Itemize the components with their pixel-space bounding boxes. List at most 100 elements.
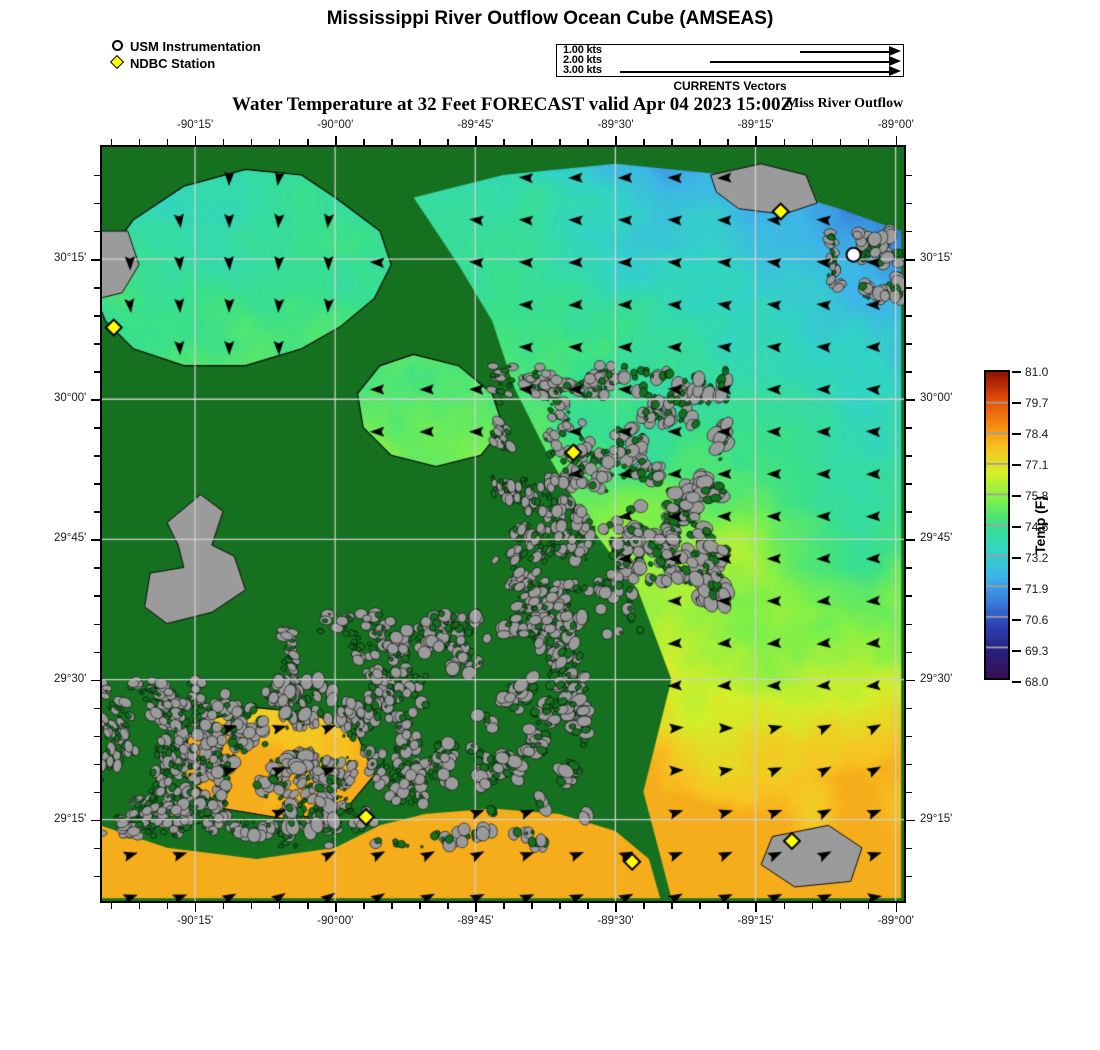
axis-tick-lon (727, 139, 729, 145)
axis-label-lat: 29°15' (920, 812, 953, 825)
axis-label-lat: 29°45' (920, 532, 953, 545)
axis-label-lat: 30°00' (54, 392, 87, 405)
axis-tick-lat (906, 315, 912, 317)
axis-tick-lon (615, 903, 617, 912)
axis-tick-lat (906, 483, 912, 485)
axis-label-lon: -90°15' (177, 119, 214, 131)
legend-item-ndbc: NDBC Station (109, 54, 261, 72)
colorbar-tick-label: 77.1 (1025, 458, 1049, 472)
colorbar-tick-label: 73.2 (1025, 551, 1049, 565)
colorbar-tick (1012, 371, 1021, 373)
axis-tick-lat (906, 763, 912, 766)
axis-tick-lat (94, 651, 100, 653)
currents-legend-row: 1.00 kts (560, 45, 903, 56)
colorbar-tick-label: 81.0 (1025, 365, 1049, 379)
arrow-head-icon (889, 66, 901, 76)
axis-tick-lat (91, 259, 100, 261)
axis-label-lat: 30°00' (920, 392, 953, 405)
axis-label-lon: -89°15' (737, 915, 774, 927)
axis-tick-lat (91, 679, 100, 681)
axis-label-lat: 30°15' (920, 252, 953, 265)
colorbar-tick-label: 69.3 (1025, 644, 1049, 658)
axis-tick-lat (94, 707, 100, 709)
axis-label-lon: -90°00' (317, 119, 354, 131)
map-canvas[interactable] (102, 147, 904, 901)
axis-tick-lat (906, 511, 912, 513)
colorbar-tick-label: 71.9 (1025, 582, 1049, 596)
axis-tick-lat (94, 847, 100, 850)
axis-tick-lat (906, 735, 912, 737)
axis-tick-lat (94, 231, 100, 233)
axis-tick-lon (391, 139, 393, 145)
colorbar-tick-label: 74.5 (1025, 520, 1049, 534)
axis-tick-lat (906, 595, 912, 597)
axis-tick-lat (94, 371, 100, 373)
axis-tick-lon (251, 903, 253, 909)
axis-tick-lat (906, 175, 912, 177)
axis-tick-lon (727, 903, 729, 909)
axis-tick-lon (167, 139, 169, 145)
axis-tick-lat (94, 427, 100, 429)
axis-tick-lon (671, 139, 673, 145)
colorbar-tick-label: 68.0 (1025, 675, 1049, 689)
axis-tick-lon (503, 139, 505, 145)
axis-tick-lon (503, 903, 505, 909)
colorbar: 81.0 79.7 78.4 77.1 75.8 74.5 73.2 71.9 70.6 69.3… (984, 365, 1048, 689)
marker-legend: USM Instrumentation NDBC Station (109, 38, 261, 72)
axis-tick-lat (906, 399, 915, 401)
axis-tick-lon (531, 903, 533, 909)
axis-tick-lon (223, 903, 225, 909)
colorbar-tick (1012, 557, 1021, 559)
axis-tick-lon (167, 903, 169, 909)
axis-tick-lat (94, 315, 100, 317)
colorbar-tick-label: 70.6 (1025, 613, 1049, 627)
colorbar-tick-label: 78.4 (1025, 427, 1049, 441)
axis-tick-lat (91, 539, 100, 541)
axis-tick-lon (587, 139, 589, 145)
legend-item-usm: USM Instrumentation (110, 38, 261, 55)
axis-tick-lat (94, 287, 100, 289)
axis-tick-lon (839, 139, 841, 145)
axis-tick-lon (223, 139, 225, 145)
colorbar-tick (1012, 681, 1021, 683)
axis-tick-lon (559, 903, 561, 909)
forecast-subtitle: Water Temperature at 32 Feet FORECAST va… (232, 94, 794, 115)
axis-label-lat: 29°15' (54, 812, 87, 825)
axis-tick-lat (906, 427, 912, 429)
axis-tick-lon (475, 136, 477, 145)
axis-tick-lat (906, 231, 912, 233)
axis-tick-lat (906, 567, 912, 569)
map-frame[interactable] (100, 145, 906, 903)
axis-tick-lon (307, 139, 309, 145)
axis-tick-lon (755, 136, 757, 145)
diamond-marker-icon (109, 54, 128, 72)
arrow-head-icon (889, 46, 901, 56)
axis-tick-lon (755, 903, 757, 912)
axis-tick-lon (138, 903, 141, 909)
colorbar-tick (1012, 588, 1021, 590)
axis-tick-lat (906, 679, 915, 681)
currents-legend-line (710, 61, 890, 63)
page-title: Mississippi River Outflow Ocean Cube (AM… (326, 8, 774, 29)
axis-label-lat: 29°30' (920, 672, 953, 685)
axis-label-lon: -89°30' (597, 915, 634, 927)
currents-legend-row: 2.00 kts (560, 55, 903, 66)
colorbar-gradient (986, 372, 1008, 678)
axis-tick-lon (195, 136, 197, 145)
colorbar-tick (1012, 650, 1021, 652)
axis-tick-lon (643, 139, 645, 145)
axis-tick-lon (839, 903, 841, 909)
axis-tick-lon (895, 903, 897, 912)
colorbar-tick-label: 79.7 (1025, 396, 1049, 410)
region-label: Miss River Outflow (786, 96, 904, 111)
axis-tick-lon (195, 903, 197, 912)
axis-tick-lon (307, 903, 309, 909)
axis-tick-lon (643, 903, 645, 909)
axis-label-lat: 30°15' (54, 252, 87, 265)
axis-tick-lon (447, 139, 449, 145)
axis-tick-lon (363, 139, 365, 145)
axis-tick-lon (895, 136, 897, 145)
axis-tick-lat (906, 343, 912, 345)
axis-label-lon: -90°15' (177, 915, 214, 927)
axis-tick-lat (906, 791, 912, 794)
